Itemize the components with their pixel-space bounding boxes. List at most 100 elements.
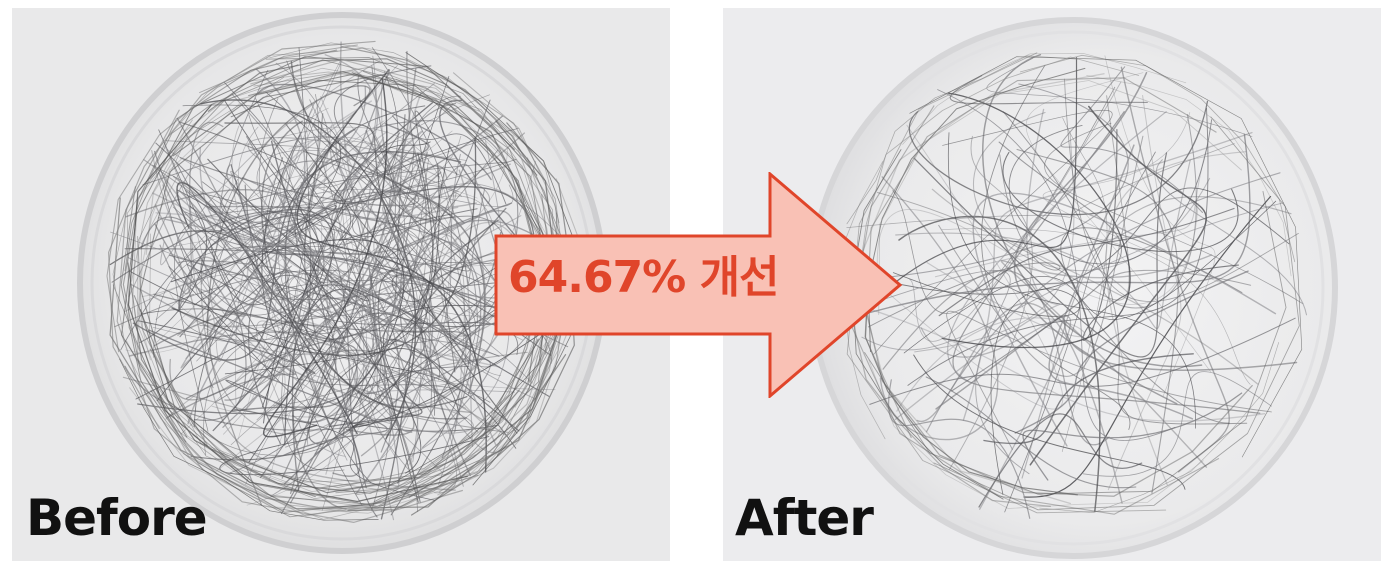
hair-strand: [373, 229, 536, 463]
hair-strand: [248, 124, 333, 406]
after-label: After: [735, 489, 874, 547]
hair-strand: [387, 149, 467, 485]
hair-strand: [120, 186, 479, 513]
hair-strand: [256, 120, 556, 390]
hair-strand: [128, 331, 358, 424]
hair-strand: [849, 105, 1220, 515]
hair-strand: [873, 109, 1113, 355]
hair-strand: [165, 352, 419, 466]
hair-strand: [131, 71, 480, 282]
hair-strand: [195, 165, 448, 233]
hair-strand: [162, 184, 491, 403]
hair-strand: [898, 215, 1101, 512]
hair-strand: [139, 205, 207, 343]
hair-strand: [187, 68, 306, 425]
hair-strand: [172, 206, 386, 442]
hair-strand: [126, 119, 476, 509]
hair-strand: [334, 65, 507, 313]
hair-strand: [913, 354, 1186, 490]
hair-strand: [1064, 78, 1299, 302]
hair-strand: [868, 187, 1290, 295]
hair-strand: [914, 131, 1075, 353]
hair-strand: [250, 94, 490, 391]
hair-strand: [179, 248, 554, 341]
hair-strand: [870, 269, 1030, 475]
hair-strand: [381, 84, 466, 433]
hair-strand: [158, 47, 311, 363]
hair-strand: [391, 152, 552, 356]
hair-strand: [414, 110, 458, 373]
hair-strand: [154, 150, 493, 289]
hair-strand: [339, 41, 487, 361]
hair-strand: [133, 295, 316, 498]
hair-strand: [1042, 112, 1221, 284]
hair-strand: [151, 149, 474, 434]
hair-strand: [973, 111, 1211, 272]
hair-strand: [941, 92, 1131, 349]
hair-strand: [131, 67, 558, 321]
hair-strand: [132, 151, 462, 361]
hair-strand: [119, 358, 379, 521]
hair-strand: [296, 69, 487, 473]
hair-strand: [1060, 227, 1243, 424]
hair-strand: [888, 379, 1031, 519]
hair-strand: [903, 200, 1277, 354]
hair-strand: [908, 100, 1209, 216]
hair-strand: [199, 83, 435, 275]
hair-strand: [155, 100, 373, 218]
hair-strand: [189, 65, 398, 300]
hair-strand: [838, 133, 1251, 322]
hair-strand: [129, 332, 563, 514]
hair-strand: [243, 233, 474, 447]
hair-strand: [140, 74, 549, 409]
hair-strand: [981, 64, 1131, 430]
hair-strand: [335, 137, 434, 495]
hair-strand: [179, 191, 465, 338]
hair-strand: [170, 108, 352, 248]
hair-strand: [938, 207, 1235, 317]
hair-strand: [846, 301, 1266, 422]
hair-strand: [254, 97, 499, 298]
hair-strand: [360, 268, 511, 433]
hair-strand: [137, 77, 430, 499]
hair-strand: [300, 55, 488, 280]
hair-strand: [207, 58, 538, 176]
hair-strand: [972, 192, 1277, 447]
hair-strand: [380, 219, 499, 520]
hair-strand: [352, 309, 576, 428]
hair-strand: [1014, 270, 1249, 434]
hair-strand: [878, 80, 1242, 315]
hair-strand: [121, 56, 515, 438]
hair-strand: [129, 271, 517, 449]
hair-strand: [1048, 144, 1194, 420]
hair-strand: [122, 49, 338, 443]
hair-strand: [1039, 342, 1279, 513]
hair-strand: [846, 143, 1235, 228]
hair-strand: [951, 141, 1122, 392]
hair-strand: [178, 260, 440, 381]
hair-strand: [937, 89, 1176, 441]
hair-strand: [850, 83, 1129, 282]
hair-strand: [1044, 122, 1304, 305]
hair-strand: [231, 207, 507, 412]
hair-strand: [855, 56, 1140, 294]
hair-strand: [371, 202, 513, 453]
hair-strand: [285, 99, 375, 448]
hair-strand: [180, 163, 511, 369]
hair-strand: [846, 55, 1078, 225]
hair-strand: [367, 151, 400, 489]
hair-strand: [210, 214, 361, 479]
improvement-percentage-label: 64.67% 개선: [508, 252, 780, 303]
before-photo-panel: Before: [12, 8, 670, 561]
hair-strand: [223, 130, 453, 435]
hair-strand: [902, 53, 1187, 145]
hair-strand: [946, 310, 1272, 450]
hair-strand: [139, 309, 539, 494]
hair-strand: [982, 53, 1203, 368]
hair-strand: [913, 152, 1168, 358]
hair-strand: [184, 81, 336, 253]
hair-strand: [114, 269, 533, 368]
hair-strand: [157, 171, 297, 419]
hair-strand: [124, 64, 299, 272]
hair-strand: [1082, 371, 1272, 477]
